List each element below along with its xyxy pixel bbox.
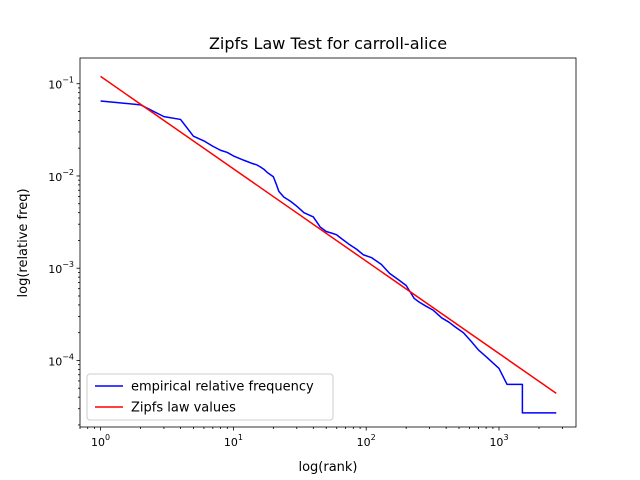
y-tick-base: 10 bbox=[48, 171, 62, 184]
legend-label-zipf: Zipfs law values bbox=[131, 401, 236, 416]
axes-frame bbox=[79, 57, 577, 428]
x-tick-label: 100 bbox=[91, 433, 110, 449]
legend-box bbox=[86, 373, 334, 421]
x-tick-label: 101 bbox=[224, 433, 243, 449]
y-tick-exponent: −3 bbox=[62, 260, 74, 269]
y-tick-base: 10 bbox=[48, 263, 62, 276]
x-tick-exponent: 1 bbox=[238, 433, 243, 442]
x-tick-label: 103 bbox=[489, 433, 508, 449]
x-tick-base: 10 bbox=[224, 436, 238, 449]
x-axis-label: log(rank) bbox=[298, 460, 357, 475]
x-tick-base: 10 bbox=[489, 436, 503, 449]
y-tick-label: 10−3 bbox=[48, 260, 74, 276]
y-tick-label: 10−4 bbox=[48, 352, 74, 368]
x-tick-label: 102 bbox=[357, 433, 376, 449]
x-tick-exponent: 3 bbox=[503, 433, 508, 442]
y-tick-exponent: −2 bbox=[62, 168, 74, 177]
x-tick-base: 10 bbox=[91, 436, 105, 449]
y-tick-exponent: −1 bbox=[62, 76, 74, 85]
series-line-empirical bbox=[100, 100, 557, 414]
x-tick-exponent: 0 bbox=[105, 433, 110, 442]
y-tick-label: 10−1 bbox=[48, 76, 74, 92]
y-tick-exponent: −4 bbox=[62, 352, 74, 361]
y-tick-label: 10−2 bbox=[48, 168, 74, 184]
y-tick-base: 10 bbox=[48, 355, 62, 368]
legend: empirical relative frequency Zipfs law va… bbox=[86, 373, 334, 421]
legend-label-empirical: empirical relative frequency bbox=[131, 380, 314, 395]
x-tick-base: 10 bbox=[357, 436, 371, 449]
y-axis-label: log(relative freq) bbox=[16, 188, 31, 297]
x-tick-exponent: 2 bbox=[371, 433, 376, 442]
y-tick-base: 10 bbox=[48, 79, 62, 92]
chart-title: Zipfs Law Test for carroll-alice bbox=[209, 34, 447, 53]
series-line-zipf bbox=[100, 75, 557, 394]
